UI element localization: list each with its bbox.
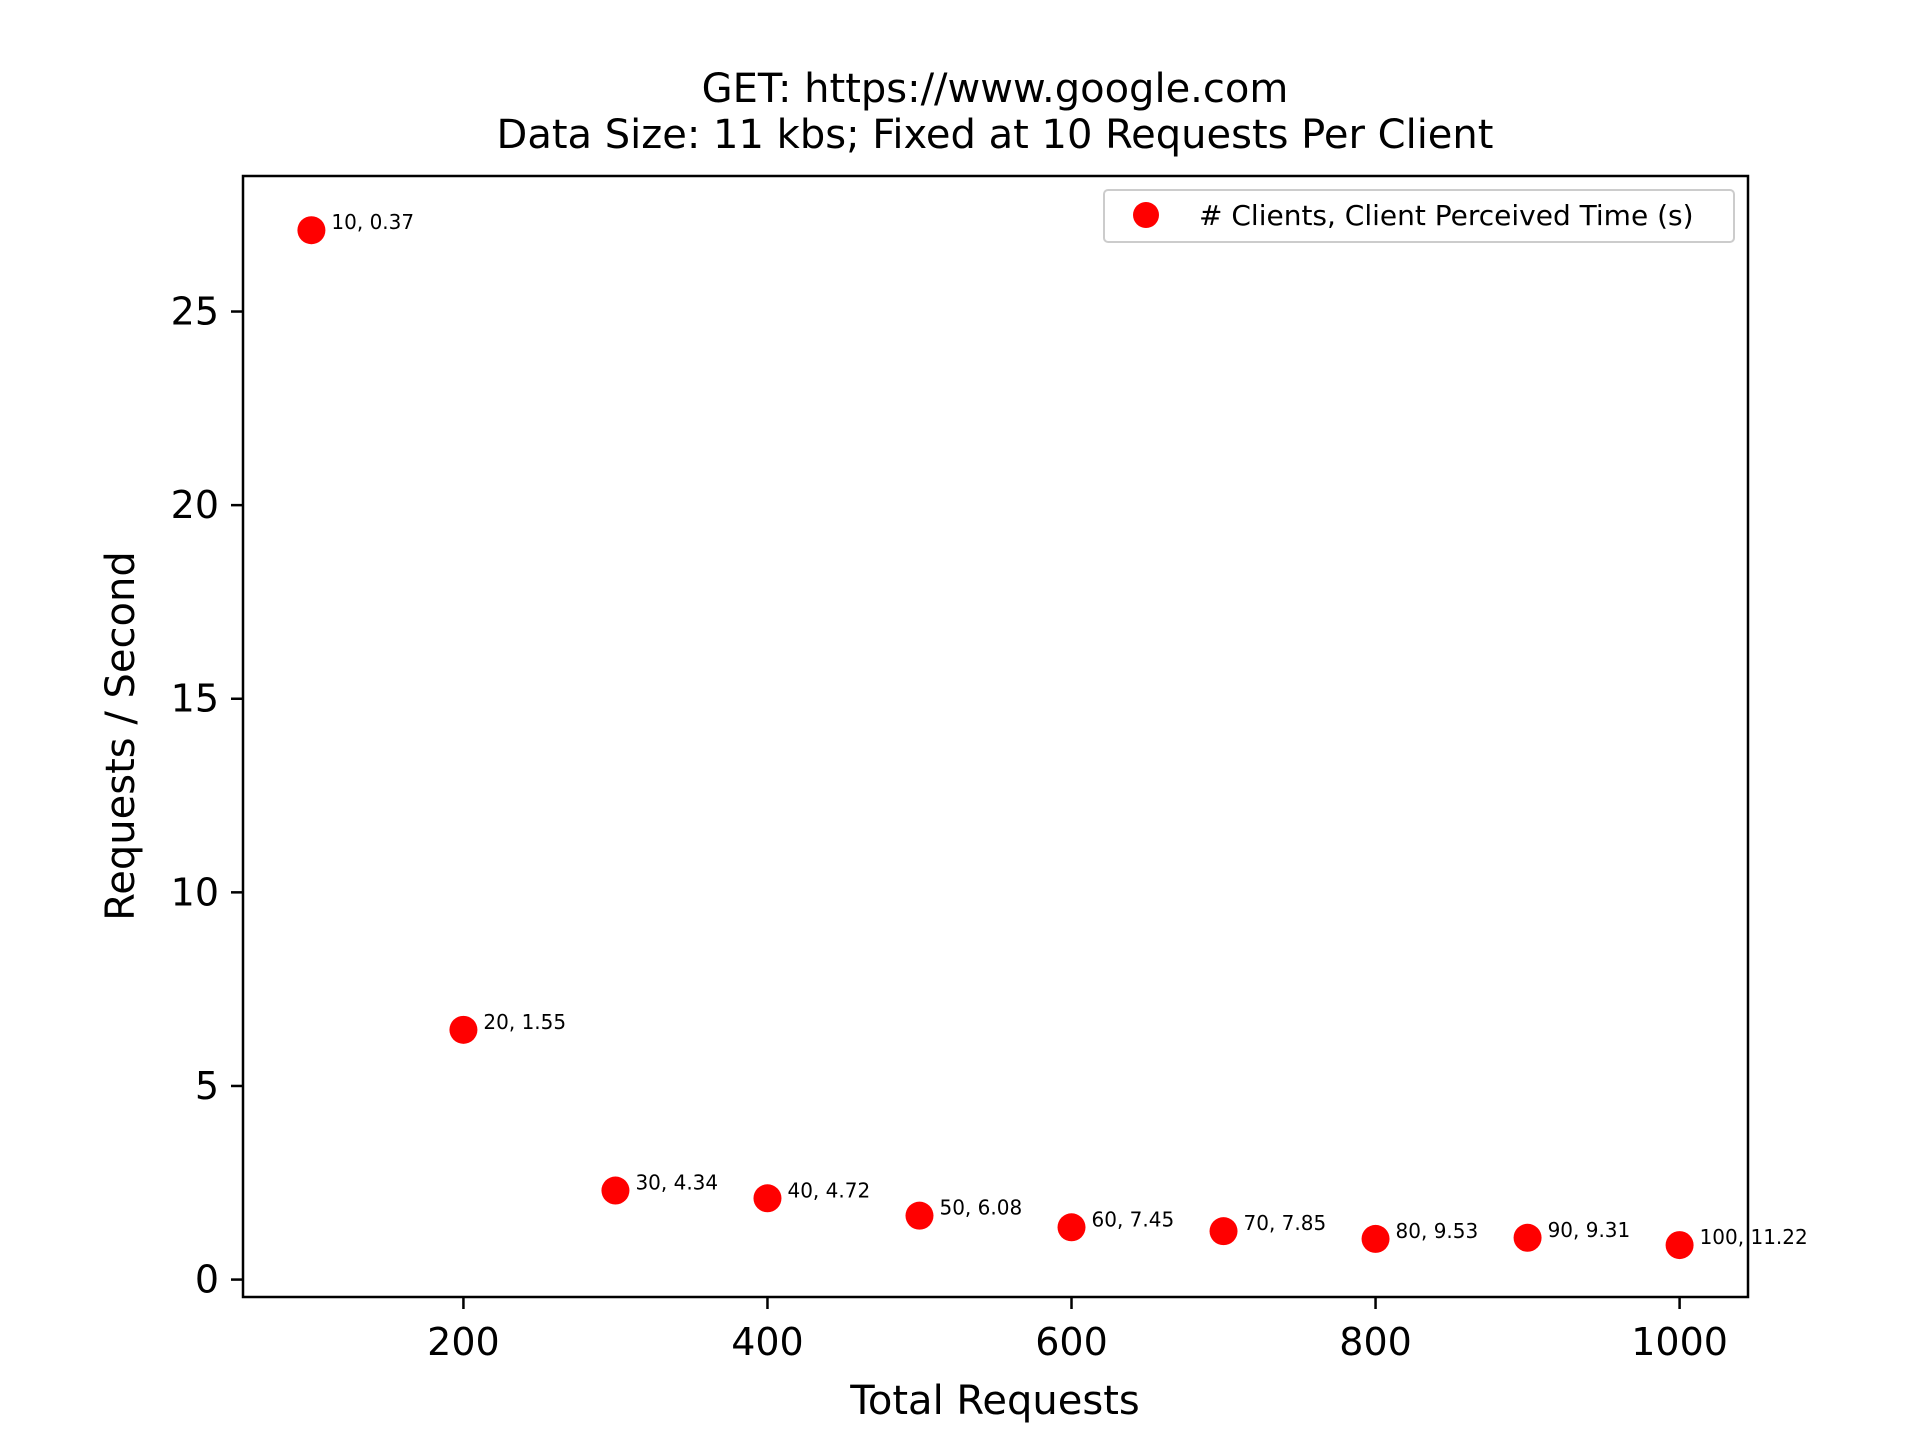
data-point xyxy=(297,216,326,245)
data-point-labels: 10, 0.37 20, 1.55 30, 4.34 40, 4.72 50, 6.08… xyxy=(331,210,1807,1249)
data-point-label: 20, 1.55 xyxy=(483,1010,566,1034)
y-axis-ticks: 0 5 10 15 20 25 xyxy=(171,290,243,1302)
chart-title-line-2: Data Size: 11 kbs; Fixed at 10 Requests … xyxy=(497,112,1494,158)
data-point-label: 40, 4.72 xyxy=(787,1178,870,1202)
data-point xyxy=(1057,1213,1086,1242)
chart-title-line-1: GET: https://www.google.com xyxy=(702,66,1289,112)
y-tick-label: 15 xyxy=(171,677,219,721)
data-point-label: 60, 7.45 xyxy=(1092,1207,1175,1231)
data-point-label: 10, 0.37 xyxy=(331,210,414,234)
legend-box xyxy=(1103,189,1735,243)
y-axis-label: Requests / Second xyxy=(98,551,144,920)
y-tick-label: 20 xyxy=(171,483,219,527)
x-tick-label: 800 xyxy=(1339,1320,1412,1364)
chart-title: GET: https://www.google.com Data Size: 1… xyxy=(497,66,1494,158)
y-tick-label: 0 xyxy=(195,1258,219,1302)
data-points xyxy=(297,216,1694,1260)
data-point xyxy=(1209,1217,1238,1246)
x-axis-label: Total Requests xyxy=(849,1378,1139,1424)
data-point xyxy=(753,1184,782,1213)
data-point-label: 80, 9.53 xyxy=(1396,1219,1479,1243)
data-point-label: 90, 9.31 xyxy=(1548,1218,1631,1242)
x-tick-label: 1000 xyxy=(1631,1320,1728,1364)
data-point-label: 100, 11.22 xyxy=(1700,1225,1808,1249)
data-point xyxy=(1665,1231,1694,1260)
data-point xyxy=(1513,1223,1542,1252)
data-point xyxy=(905,1201,934,1230)
legend-entry-label: # Clients, Client Perceived Time (s) xyxy=(1199,199,1694,232)
x-tick-label: 400 xyxy=(731,1320,804,1364)
legend: # Clients, Client Perceived Time (s) xyxy=(1103,189,1735,243)
y-tick-label: 5 xyxy=(195,1064,219,1108)
x-axis-ticks: 200 400 600 800 1000 xyxy=(427,1297,1728,1364)
plot-area-frame xyxy=(241,174,1750,1299)
data-point xyxy=(601,1176,630,1205)
y-tick-label: 10 xyxy=(171,870,219,914)
data-point-label: 30, 4.34 xyxy=(635,1171,718,1195)
legend-marker-icon xyxy=(1133,202,1159,228)
x-tick-label: 600 xyxy=(1035,1320,1108,1364)
data-point-label: 50, 6.08 xyxy=(939,1196,1022,1220)
data-point xyxy=(1361,1224,1390,1253)
data-point-label: 70, 7.85 xyxy=(1244,1211,1327,1235)
y-tick-label: 25 xyxy=(171,290,219,334)
data-point xyxy=(449,1015,478,1044)
x-tick-label: 200 xyxy=(427,1320,500,1364)
